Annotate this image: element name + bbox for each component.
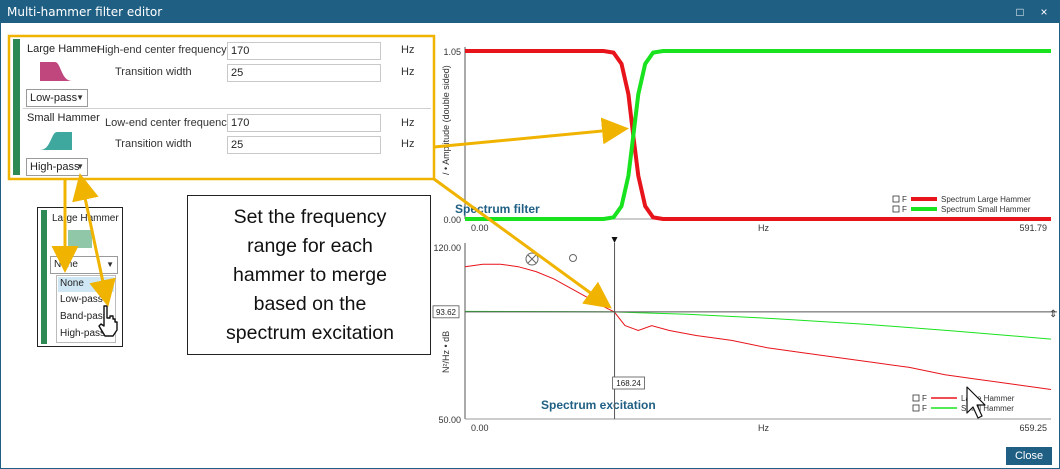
legend-checkbox (912, 404, 920, 412)
large-hammer-filter-type: Low-pass (30, 92, 78, 104)
large-hammer-filter-dropdown[interactable]: Low-pass ▼ (26, 89, 88, 107)
legend-checkbox-label: F (922, 404, 927, 413)
mouse-cursor-icon (98, 305, 118, 337)
y-axis-label: / • Amplitude (double sided) (441, 65, 451, 175)
option-none[interactable]: None (58, 277, 114, 292)
spectrum-excitation-chart[interactable]: 120.00 50.00 0.00 659.25 Hz N²/Hz • dB Spectru… (431, 237, 1057, 441)
series-line-2 (465, 49, 1051, 221)
low-end-center-frequency-input[interactable] (227, 114, 381, 132)
y-tick-label: 1.05 (443, 47, 461, 57)
width-unit: Hz (401, 66, 415, 78)
series-line-1 (465, 49, 1051, 221)
filter-type-menu-inset: Large Hammer None ▼ None Low-pass Band-p… (37, 207, 123, 347)
legend-checkbox-label: F (902, 205, 907, 214)
series-line-1 (464, 263, 1052, 390)
legend-checkbox (912, 394, 920, 402)
window-title: Multi-hammer filter editor (7, 5, 163, 19)
mouse-cursor-icon (966, 386, 986, 419)
inset-filter-dropdown[interactable]: None ▼ (50, 256, 118, 274)
legend-checkbox-label: F (922, 394, 927, 403)
x-axis-label: Hz (758, 423, 769, 433)
option-band-pass[interactable]: Band-pass (60, 311, 108, 322)
callout-line: spectrum excitation (226, 322, 394, 344)
transition-width-label: Transition width (115, 66, 192, 78)
callout-line: hammer to merge (233, 264, 387, 286)
frequency-unit: Hz (401, 117, 415, 129)
width-unit: Hz (401, 138, 415, 150)
series-line-2 (464, 310, 1052, 340)
callout-line: Set the frequency (233, 206, 387, 228)
x-axis-label: Hz (758, 223, 769, 233)
close-window-icon[interactable]: × (1040, 5, 1048, 19)
sidebar-strip (13, 39, 20, 175)
instruction-callout: Set the frequency range for each hammer … (187, 195, 431, 355)
chevron-down-icon: ▼ (106, 260, 114, 269)
resize-handle-icon: ⇕ (1049, 309, 1057, 320)
large-transition-width-input[interactable] (227, 64, 381, 82)
cursor-marker-icon (611, 237, 618, 243)
filter-parameters-panel: Large Hammer Low-pass ▼ High-end center … (9, 37, 435, 179)
divider (23, 108, 431, 109)
no-filter-icon (68, 230, 92, 248)
cursor-x-readout: 168.24 (616, 379, 641, 388)
transition-width-label: Transition width (115, 138, 192, 150)
legend-label: Spectrum Large Hammer (941, 195, 1031, 204)
y-tick-label: 120.00 (433, 243, 461, 253)
sidebar-strip (41, 210, 47, 344)
legend-checkbox (892, 195, 900, 203)
x-tick-label: 591.79 (1019, 223, 1047, 233)
chart-title: Spectrum filter (455, 202, 540, 216)
small-transition-width-input[interactable] (227, 136, 381, 154)
inset-large-hammer-label: Large Hammer (52, 213, 119, 224)
high-end-center-frequency-label: High-end center frequency (97, 44, 227, 56)
x-tick-label: 0.00 (471, 223, 489, 233)
chevron-down-icon: ▼ (76, 162, 84, 171)
title-bar: Multi-hammer filter editor □ × (1, 1, 1059, 23)
low-pass-filter-icon (40, 62, 72, 81)
legend-checkbox-label: F (902, 195, 907, 204)
high-end-center-frequency-input[interactable] (227, 42, 381, 60)
legend-label: Spectrum Small Hammer (941, 205, 1031, 214)
low-end-center-frequency-label: Low-end center frequency (105, 117, 233, 129)
inset-selected-filter: None (54, 259, 78, 270)
close-icon (527, 254, 537, 264)
chevron-down-icon: ▼ (76, 93, 84, 102)
chart-title: Spectrum excitation (541, 398, 656, 412)
small-hammer-label: Small Hammer (27, 112, 100, 124)
option-high-pass[interactable]: High-pass (60, 328, 106, 339)
y-axis-label: N²/Hz • dB (441, 331, 451, 373)
spectrum-filter-chart[interactable]: 1.05 0.00 0.00 591.79 Hz / • Amplitude (doubl… (431, 37, 1057, 237)
y-tick-label: 50.00 (438, 415, 461, 425)
small-hammer-filter-type: High-pass (30, 161, 80, 173)
legend-label: Large Hammer (961, 394, 1015, 403)
high-pass-filter-icon (40, 132, 72, 150)
callout-line: range for each (247, 235, 373, 257)
maximize-icon[interactable]: □ (1016, 5, 1024, 19)
x-tick-label: 0.00 (471, 423, 489, 433)
x-tick-label: 659.25 (1019, 423, 1047, 433)
cursor-x-readout-box (612, 376, 645, 390)
legend-label: Small Hammer (961, 404, 1014, 413)
cursor-y-readout: 93.62 (436, 308, 457, 317)
large-hammer-label: Large Hammer (27, 43, 101, 55)
marker-circle-icon (569, 254, 577, 262)
legend-checkbox (892, 205, 900, 213)
close-button[interactable]: Close (1006, 447, 1052, 465)
y-tick-label: 0.00 (443, 215, 461, 225)
small-hammer-filter-dropdown[interactable]: High-pass ▼ (26, 158, 88, 176)
frequency-unit: Hz (401, 44, 415, 56)
callout-line: based on the (253, 293, 367, 315)
